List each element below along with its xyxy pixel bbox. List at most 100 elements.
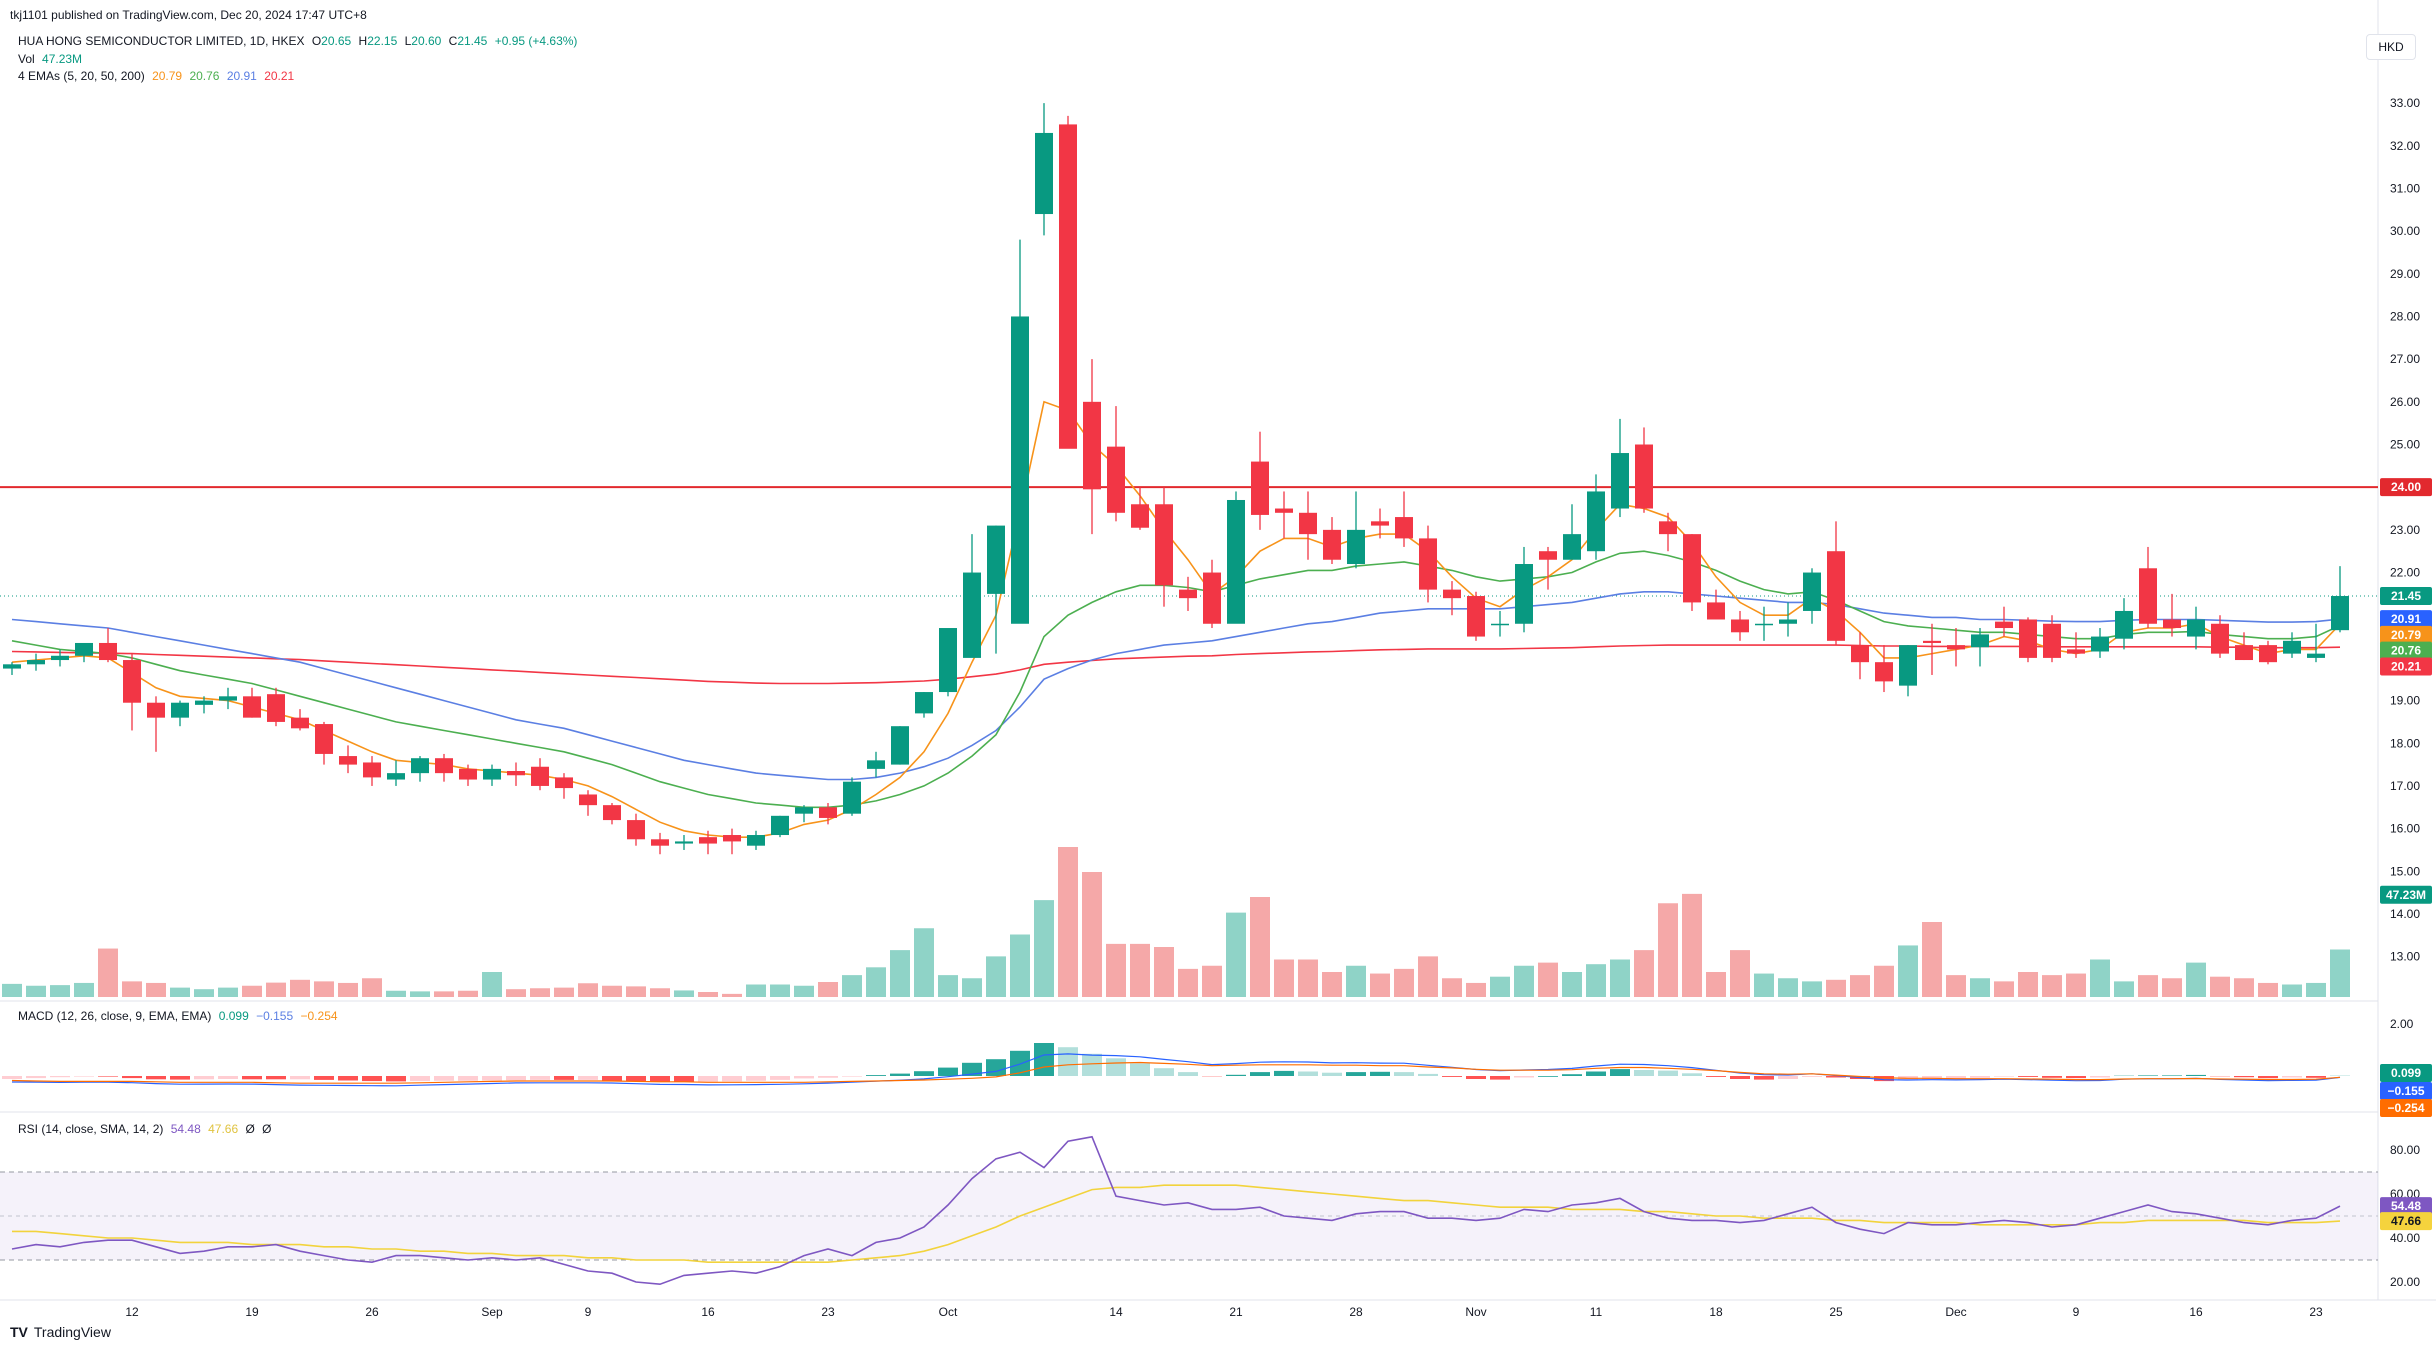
macd-histogram-bar <box>2186 1074 2206 1076</box>
volume-bar <box>2234 978 2254 997</box>
macd-value-label: −0.155 <box>2387 1084 2424 1098</box>
brand-name: TradingView <box>33 1324 111 1340</box>
candle-body <box>1587 491 1605 552</box>
macd-histogram-bar <box>1682 1073 1702 1076</box>
candle-body <box>531 766 549 786</box>
chart-grid <box>0 0 2436 1301</box>
volume-bar <box>1298 959 1318 997</box>
candle-body <box>1827 551 1845 641</box>
ema-legend[interactable]: 4 EMAs (5, 20, 50, 200) 20.79 20.76 20.9… <box>18 69 298 83</box>
candle-body <box>99 642 117 661</box>
candle-body <box>1875 662 1893 682</box>
macd-histogram-bar <box>1058 1047 1078 1076</box>
price-tick-label: 14.00 <box>2390 907 2420 921</box>
candle-body <box>51 655 69 661</box>
price-tick-label: 30.00 <box>2390 224 2420 238</box>
macd-histogram-bar <box>2042 1076 2062 1078</box>
rsi-ma-label-bg <box>2380 1212 2432 1231</box>
volume-bar <box>2210 976 2230 997</box>
price-tick-label: 25.00 <box>2390 438 2420 452</box>
candle-body <box>2211 623 2229 654</box>
volume-bar <box>1706 972 1726 997</box>
ema-label: 4 EMAs (5, 20, 50, 200) <box>18 69 145 83</box>
macd-histogram-bar <box>1010 1050 1030 1076</box>
volume-bar <box>2114 981 2134 997</box>
macd-legend[interactable]: MACD (12, 26, close, 9, EMA, EMA) 0.099 … <box>18 1009 342 1023</box>
volume-bar <box>794 985 814 997</box>
volume-bar <box>554 987 574 997</box>
macd-histogram-bar <box>74 1076 94 1077</box>
volume-bar <box>1634 950 1654 997</box>
high-label: H22.15 <box>358 34 398 48</box>
candle-body <box>147 702 165 718</box>
volume-bar <box>650 988 670 997</box>
macd-histogram-bar <box>1370 1071 1390 1076</box>
macd-histogram-bar <box>1130 1063 1150 1076</box>
candle-body <box>1803 572 1821 611</box>
currency-button[interactable]: HKD <box>2366 34 2416 60</box>
macd-histogram-bar <box>362 1076 382 1082</box>
candle-body <box>219 696 237 701</box>
candle-body <box>2283 640 2301 654</box>
candle-body <box>1323 529 1341 560</box>
candle-body <box>891 726 909 765</box>
price-label-bg <box>2380 610 2432 629</box>
volume-bar <box>2 983 22 997</box>
macd-histogram-bar <box>1418 1073 1438 1076</box>
symbol-legend[interactable]: HUA HONG SEMICONDUCTOR LIMITED, 1D, HKEX… <box>18 34 581 48</box>
volume-bar <box>338 982 358 997</box>
volume-bar <box>1466 982 1486 997</box>
date-tick-label: Nov <box>1465 1305 1486 1319</box>
volume-legend[interactable]: Vol 47.23M <box>18 52 86 66</box>
candle-body <box>747 835 765 846</box>
macd-histogram-bar <box>890 1073 910 1076</box>
volume-bar <box>242 985 262 997</box>
macd-tick-label: 2.00 <box>2390 1017 2414 1031</box>
macd-histogram-bar <box>2018 1076 2038 1077</box>
price-label: 21.45 <box>2391 589 2421 603</box>
volume-bar <box>98 948 118 997</box>
macd-histogram-bar <box>1226 1074 1246 1076</box>
macd-label: MACD (12, 26, close, 9, EMA, EMA) <box>18 1009 212 1023</box>
macd-histogram-bar <box>1394 1072 1414 1076</box>
price-tick-label: 31.00 <box>2390 181 2420 195</box>
candle-body <box>1755 623 1773 626</box>
macd-histogram-bar <box>1634 1070 1654 1076</box>
candle-body <box>1467 596 1485 637</box>
candle-body <box>339 756 357 765</box>
macd-histogram-bar <box>1178 1072 1198 1076</box>
volume-bar <box>1178 968 1198 997</box>
macd-signal-line <box>11 1061 2341 1084</box>
volume-bar <box>1802 981 1822 997</box>
macd-histogram-bar <box>1034 1043 1054 1076</box>
volume-bar <box>1682 893 1702 997</box>
volume-bar <box>674 990 694 997</box>
candle-body <box>675 841 693 844</box>
rsi-legend[interactable]: RSI (14, close, SMA, 14, 2) 54.48 47.66 … <box>18 1122 276 1136</box>
ema20-line <box>11 550 2341 809</box>
macd-histogram-bar <box>410 1076 430 1082</box>
price-tick-label: 23.00 <box>2390 523 2420 537</box>
candle-body <box>27 660 45 665</box>
date-tick-label: 12 <box>125 1305 139 1319</box>
candle-body <box>2067 649 2085 654</box>
price-tick-label: 28.00 <box>2390 309 2420 323</box>
price-tick-label: 18.00 <box>2390 736 2420 750</box>
macd-histogram-bar <box>1322 1072 1342 1076</box>
macd-value-label: −0.254 <box>2387 1101 2424 1115</box>
volume-bar <box>146 982 166 997</box>
volume-bar <box>1058 847 1078 997</box>
volume-bar <box>1154 947 1174 997</box>
volume-bar <box>1490 976 1510 997</box>
macd-histogram-bar <box>962 1062 982 1076</box>
macd-histogram-bar <box>1514 1076 1534 1078</box>
candle-body <box>1059 124 1077 449</box>
volume-bar <box>1442 978 1462 997</box>
candle-body <box>1731 619 1749 633</box>
macd-histogram-bar <box>578 1076 598 1080</box>
macd-histogram-bar <box>194 1076 214 1080</box>
macd-histogram-bar <box>506 1076 526 1081</box>
volume-bar <box>1034 900 1054 997</box>
ema200-value: 20.21 <box>264 69 295 83</box>
